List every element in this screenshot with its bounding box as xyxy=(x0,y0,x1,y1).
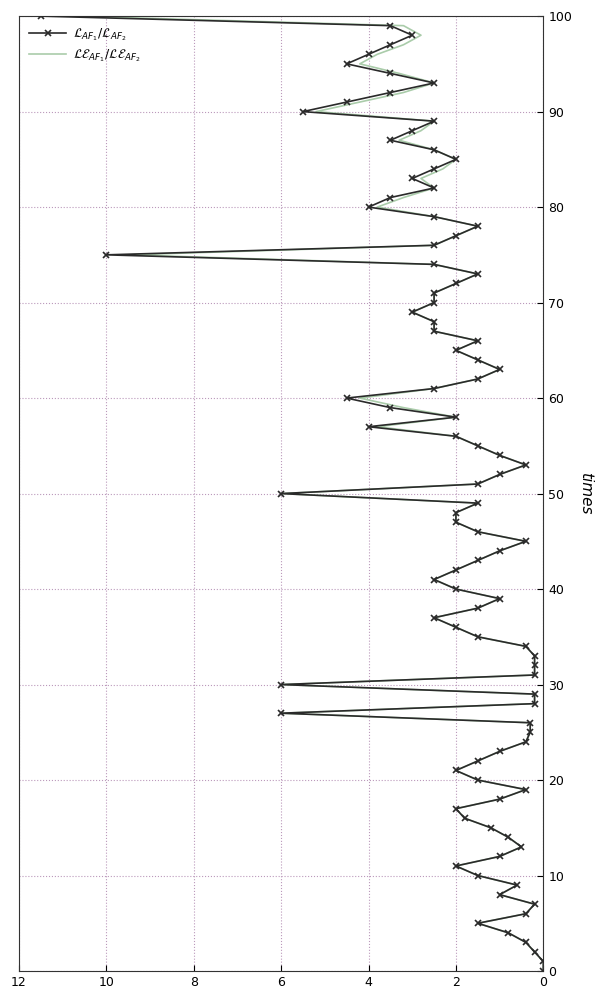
Legend: $\mathcal{L}_{AF_1}/\mathcal{L}_{AF_2}$, $\mathcal{LE}_{AF_1}/\mathcal{LE}_{AF_2: $\mathcal{L}_{AF_1}/\mathcal{L}_{AF_2}$,… xyxy=(25,22,144,68)
Y-axis label: times: times xyxy=(578,472,593,515)
